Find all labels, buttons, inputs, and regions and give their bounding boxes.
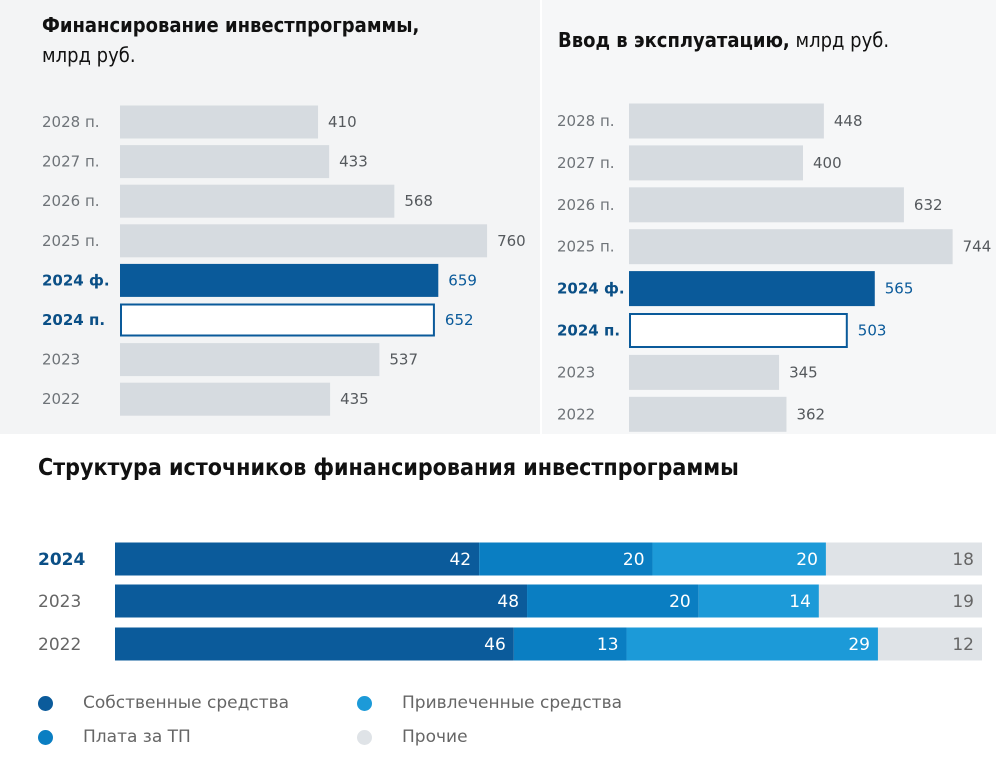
bar — [629, 229, 953, 265]
legend-item: Собственные средства — [38, 693, 289, 713]
segment-value: 20 — [796, 550, 818, 570]
segment-value: 18 — [952, 550, 974, 570]
category-label: 2023 — [42, 351, 80, 369]
segment-value: 48 — [497, 592, 519, 612]
bar-segment — [652, 542, 826, 576]
legend-dot-icon — [38, 695, 53, 711]
value-label: 448 — [834, 112, 863, 130]
legend-dot-icon — [38, 729, 53, 745]
category-label: 2028 п. — [42, 113, 100, 131]
bar-segment — [115, 584, 528, 618]
value-label: 400 — [813, 154, 842, 172]
category-label: 2024 ф. — [557, 280, 625, 298]
category-label: 2024 п. — [42, 311, 105, 329]
bar — [120, 382, 331, 416]
bar — [120, 343, 380, 377]
category-label: 2024 ф. — [42, 271, 110, 289]
legend-dot-icon — [357, 695, 372, 711]
legend-item: Прочие — [357, 727, 468, 747]
bar-segment — [115, 627, 514, 661]
value-label: 435 — [340, 390, 369, 408]
value-label: 537 — [389, 351, 418, 369]
category-label: 2028 п. — [557, 112, 615, 130]
bar — [629, 396, 787, 432]
bar-segment — [698, 584, 819, 618]
bar-segment — [825, 542, 982, 576]
segment-value: 20 — [669, 592, 691, 612]
legend-item: Плата за ТП — [38, 727, 191, 747]
value-label: 345 — [789, 363, 818, 381]
category-label: 2024 п. — [557, 322, 620, 340]
value-label: 433 — [339, 153, 368, 171]
bar — [120, 263, 439, 297]
legend-dot-icon — [357, 729, 372, 745]
bar — [629, 354, 780, 390]
bar-segment — [513, 627, 627, 661]
value-label: 565 — [885, 280, 914, 298]
bar — [120, 184, 395, 218]
bar — [629, 187, 904, 223]
legend-label: Плата за ТП — [83, 727, 191, 747]
financing-title: Финансирование инвестпрограммы, млрд руб. — [42, 13, 420, 67]
category-label: 2023 — [557, 363, 595, 381]
segment-value: 12 — [952, 635, 974, 655]
bar — [629, 271, 875, 307]
segment-value: 42 — [449, 550, 471, 570]
value-label: 568 — [404, 192, 433, 210]
category-label: 2026 п. — [557, 196, 615, 214]
segment-value: 29 — [848, 635, 870, 655]
category-label: 2025 п. — [42, 232, 100, 250]
value-label: 659 — [448, 271, 477, 289]
bar-segment — [115, 542, 480, 576]
legend-item: Привлеченные средства — [357, 693, 622, 713]
bar — [120, 303, 435, 337]
value-label: 760 — [497, 232, 526, 250]
bar-segment — [479, 542, 653, 576]
bar-segment — [626, 627, 878, 661]
legend-label: Собственные средства — [83, 693, 290, 713]
bar-segment — [818, 584, 982, 618]
value-label: 362 — [796, 405, 825, 423]
category-label: 2027 п. — [557, 154, 615, 172]
category-label: 2024 — [38, 550, 85, 570]
legend-label: Прочие — [402, 727, 468, 747]
value-label: 652 — [445, 311, 474, 329]
bar — [629, 313, 848, 348]
bar — [120, 145, 330, 179]
bar — [629, 103, 824, 139]
bar — [120, 224, 488, 258]
value-label: 503 — [858, 322, 887, 340]
bar-segment — [877, 627, 982, 661]
value-label: 744 — [963, 238, 992, 256]
legend-label: Привлеченные средства — [402, 693, 623, 713]
category-label: 2022 — [557, 405, 595, 423]
segment-value: 46 — [484, 635, 506, 655]
category-label: 2025 п. — [557, 238, 615, 256]
category-label: 2023 — [38, 592, 81, 612]
category-label: 2022 — [38, 635, 81, 655]
value-label: 632 — [914, 196, 943, 214]
category-label: 2026 п. — [42, 192, 100, 210]
segment-value: 13 — [597, 635, 619, 655]
category-label: 2027 п. — [42, 153, 100, 171]
bar-segment — [527, 584, 699, 618]
segment-value: 19 — [952, 592, 974, 612]
category-label: 2022 — [42, 390, 80, 408]
bar — [629, 145, 803, 181]
bar — [120, 105, 319, 139]
structure-title: Структура источников финансирования инве… — [38, 455, 739, 481]
segment-value: 14 — [789, 592, 811, 612]
value-label: 410 — [328, 113, 357, 131]
commissioning-title: Ввод в эксплуатацию, млрд руб. — [558, 28, 890, 52]
segment-value: 20 — [623, 550, 645, 570]
